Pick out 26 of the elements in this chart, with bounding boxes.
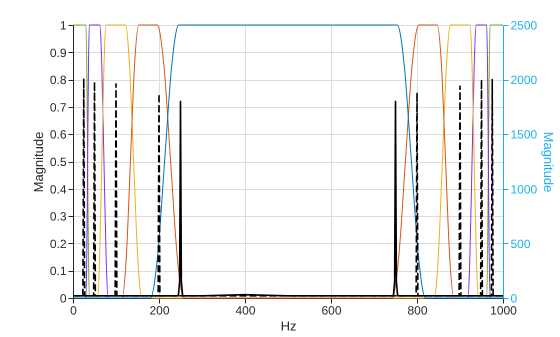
- y2-tick-label: 1000: [510, 182, 538, 196]
- y-tick-label: 0.4: [50, 182, 67, 196]
- y-tick-label: 0.1: [50, 264, 67, 278]
- y-tick-label: 0.5: [50, 155, 67, 169]
- y2-tick-label: 1500: [510, 128, 538, 142]
- y-tick-label: 0.6: [50, 128, 67, 142]
- y-tick-label: 0.9: [50, 46, 67, 60]
- x-tick-label: 1000: [490, 304, 518, 318]
- y2-tick-label: 2000: [510, 73, 538, 88]
- x-tick-label: 0: [70, 304, 78, 318]
- x-axis-title: Hz: [280, 318, 296, 334]
- x-tick-label: 800: [407, 304, 428, 318]
- y-axis-title: Magnitude: [30, 132, 46, 192]
- y2-tick-label: 2500: [510, 18, 538, 32]
- y-tick-label: 0.8: [50, 73, 67, 88]
- x-tick-label: 400: [235, 304, 256, 318]
- x-tick-label: 600: [321, 304, 342, 318]
- y-tick-label: 0.2: [50, 236, 67, 251]
- y2-tick-label: 0: [510, 292, 518, 306]
- y-tick-label: 0.7: [50, 100, 67, 114]
- x-tick-label: 200: [149, 304, 170, 318]
- y-tick-label: 0: [60, 292, 67, 306]
- y2-tick-label: 500: [510, 236, 531, 251]
- y2-axis-title: Magnitude: [541, 132, 556, 192]
- y-tick-label: 0.3: [50, 210, 67, 224]
- y-tick-label: 1: [60, 18, 67, 32]
